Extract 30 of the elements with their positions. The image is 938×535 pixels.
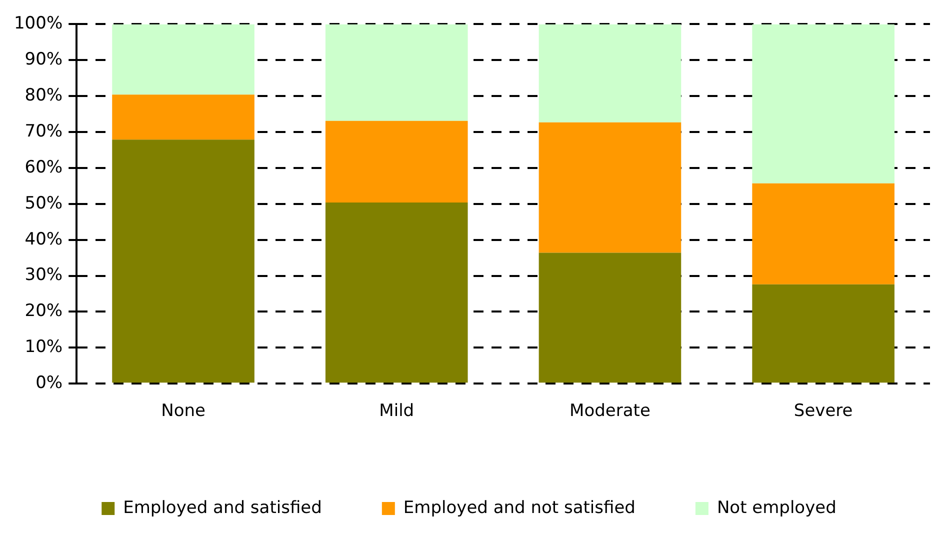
bar — [752, 183, 894, 284]
bar — [325, 202, 468, 383]
y-tick-label: 70% — [24, 121, 63, 142]
y-tick-label: 40% — [24, 229, 63, 250]
y-tick-label: 90% — [24, 50, 63, 70]
x-tick-label: Mild — [379, 401, 414, 422]
y-tick-label: 100% — [14, 14, 63, 34]
legend-label: Not employed — [716, 498, 836, 518]
bar — [112, 140, 254, 383]
bar — [325, 120, 468, 202]
legend-label: Employed and not satisfied — [403, 498, 636, 518]
bar — [538, 122, 682, 253]
y-tick-label: 60% — [24, 157, 63, 178]
x-tick-label: Severe — [794, 401, 853, 422]
x-tick-label: Moderate — [570, 401, 650, 422]
y-tick-label: 0% — [36, 373, 63, 394]
y-tick-label: 30% — [24, 265, 63, 286]
bar — [112, 24, 254, 95]
bar — [538, 24, 682, 122]
y-tick-label: 10% — [24, 337, 63, 358]
y-tick-label: 50% — [24, 193, 63, 214]
bar — [752, 284, 894, 383]
bar — [752, 24, 894, 184]
x-tick-label: None — [161, 401, 206, 422]
y-tick-label: 80% — [24, 86, 63, 106]
legend-label: Employed and satisfied — [123, 498, 322, 518]
bar — [325, 24, 468, 121]
bar — [112, 94, 254, 140]
bar — [538, 252, 682, 383]
y-tick-label: 20% — [24, 301, 63, 322]
